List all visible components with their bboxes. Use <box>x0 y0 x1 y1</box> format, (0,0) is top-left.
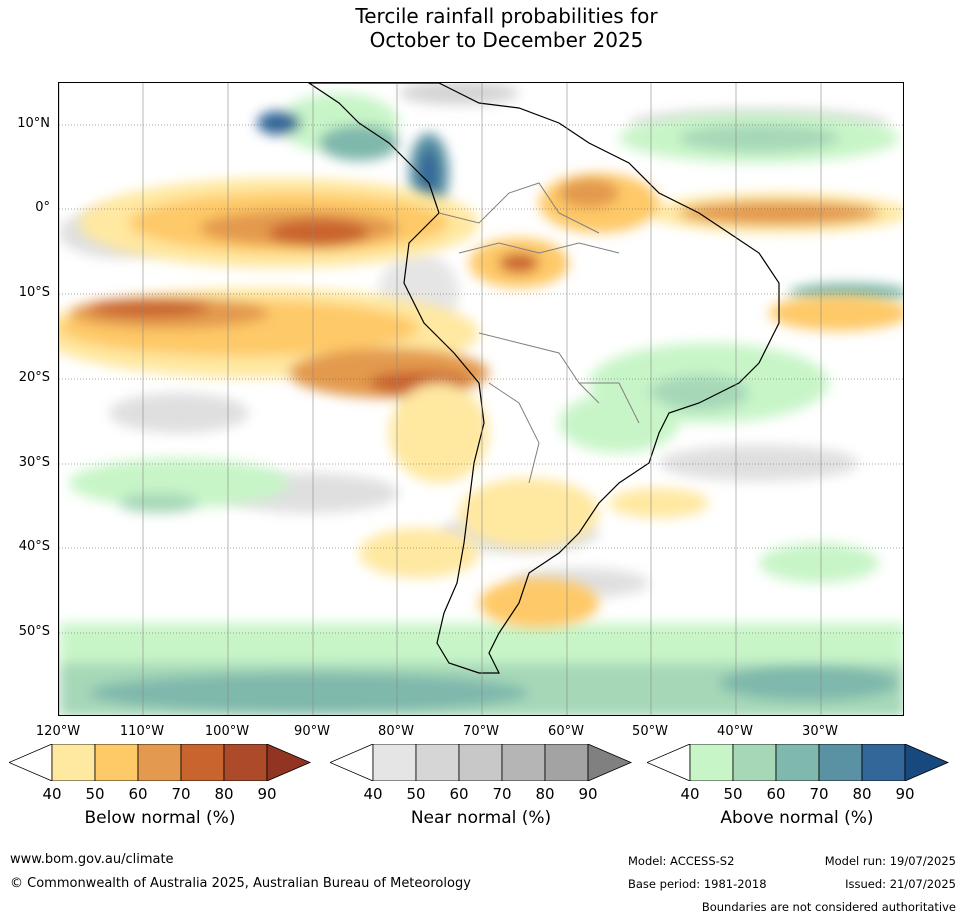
near-swatch-2 <box>415 744 460 781</box>
above-normal-title: Above normal (%) <box>720 808 874 828</box>
lat-label-30s: 30°S <box>18 455 50 470</box>
lon-label-120w: 120°W <box>35 724 81 739</box>
below-swatch-4 <box>180 744 225 781</box>
lon-label-30w: 30°W <box>802 724 838 739</box>
lon-label-60w: 60°W <box>548 724 584 739</box>
below-tick-50: 50 <box>85 785 105 803</box>
above-swatch-4 <box>818 744 863 781</box>
below-normal-colorbar <box>9 744 311 781</box>
below-swatch-5 <box>223 744 268 781</box>
below-tick-40: 40 <box>42 785 62 803</box>
above-tick-90: 90 <box>895 785 915 803</box>
above-tick-80: 80 <box>852 785 872 803</box>
title-line-1: Tercile rainfall probabilities for <box>355 4 658 28</box>
above-swatch-5 <box>861 744 906 781</box>
lat-label-0: 0° <box>35 200 50 215</box>
model-text: Model: ACCESS-S2 <box>628 854 735 868</box>
lat-label-40s: 40°S <box>18 539 50 554</box>
lon-label-70w: 70°W <box>463 724 499 739</box>
map-title: Tercile rainfall probabilities for Octob… <box>0 4 965 52</box>
meridians <box>59 83 822 715</box>
above-tick-40: 40 <box>680 785 700 803</box>
lat-label-10n: 10°N <box>17 116 50 131</box>
lon-label-50w: 50°W <box>632 724 668 739</box>
website-link[interactable]: www.bom.gov.au/climate <box>10 852 174 867</box>
model-run-text: Model run: 19/07/2025 <box>824 854 956 868</box>
below-tick-80: 80 <box>214 785 234 803</box>
near-swatch-3 <box>458 744 503 781</box>
near-tick-40: 40 <box>363 785 383 803</box>
near-normal-title: Near normal (%) <box>410 808 552 828</box>
lat-label-50s: 50°S <box>18 624 50 639</box>
lon-label-40w: 40°W <box>717 724 753 739</box>
above-tick-70: 70 <box>809 785 829 803</box>
above-swatch-3 <box>775 744 820 781</box>
near-normal-colorbar <box>330 744 632 781</box>
below-swatch-0 <box>9 744 53 781</box>
near-tick-50: 50 <box>406 785 426 803</box>
lon-label-110w: 110°W <box>119 724 165 739</box>
near-swatch-4 <box>501 744 546 781</box>
title-line-2: October to December 2025 <box>369 28 644 52</box>
lat-label-20s: 20°S <box>18 370 50 385</box>
above-tick-50: 50 <box>723 785 743 803</box>
above-normal-colorbar <box>647 744 949 781</box>
country-borders <box>438 182 640 484</box>
near-swatch-1 <box>372 744 417 781</box>
below-tick-60: 60 <box>128 785 148 803</box>
above-tick-60: 60 <box>766 785 786 803</box>
below-swatch-2 <box>94 744 139 781</box>
near-swatch-6 <box>587 744 632 781</box>
below-swatch-6 <box>266 744 311 781</box>
near-swatch-0 <box>330 744 374 781</box>
below-tick-90: 90 <box>257 785 277 803</box>
lat-label-10s: 10°S <box>18 285 50 300</box>
near-tick-80: 80 <box>535 785 555 803</box>
coastline <box>307 83 780 674</box>
lon-label-100w: 100°W <box>204 724 250 739</box>
above-swatch-6 <box>904 744 949 781</box>
lon-label-90w: 90°W <box>294 724 330 739</box>
above-swatch-0 <box>647 744 691 781</box>
map-canvas <box>59 83 903 715</box>
lon-label-80w: 80°W <box>378 724 414 739</box>
above-swatch-2 <box>732 744 777 781</box>
boundaries-note: Boundaries are not considered authoritat… <box>701 900 956 914</box>
below-normal-title: Below normal (%) <box>84 808 236 828</box>
issued-text: Issued: 21/07/2025 <box>845 877 956 891</box>
near-tick-70: 70 <box>492 785 512 803</box>
probability-map <box>58 82 904 716</box>
base-period-text: Base period: 1981-2018 <box>628 877 767 891</box>
below-swatch-1 <box>51 744 96 781</box>
below-swatch-3 <box>137 744 182 781</box>
above-swatch-1 <box>689 744 734 781</box>
near-swatch-5 <box>544 744 589 781</box>
below-tick-70: 70 <box>171 785 191 803</box>
copyright: © Commonwealth of Australia 2025, Austra… <box>10 876 471 891</box>
near-tick-90: 90 <box>578 785 598 803</box>
near-tick-60: 60 <box>449 785 469 803</box>
